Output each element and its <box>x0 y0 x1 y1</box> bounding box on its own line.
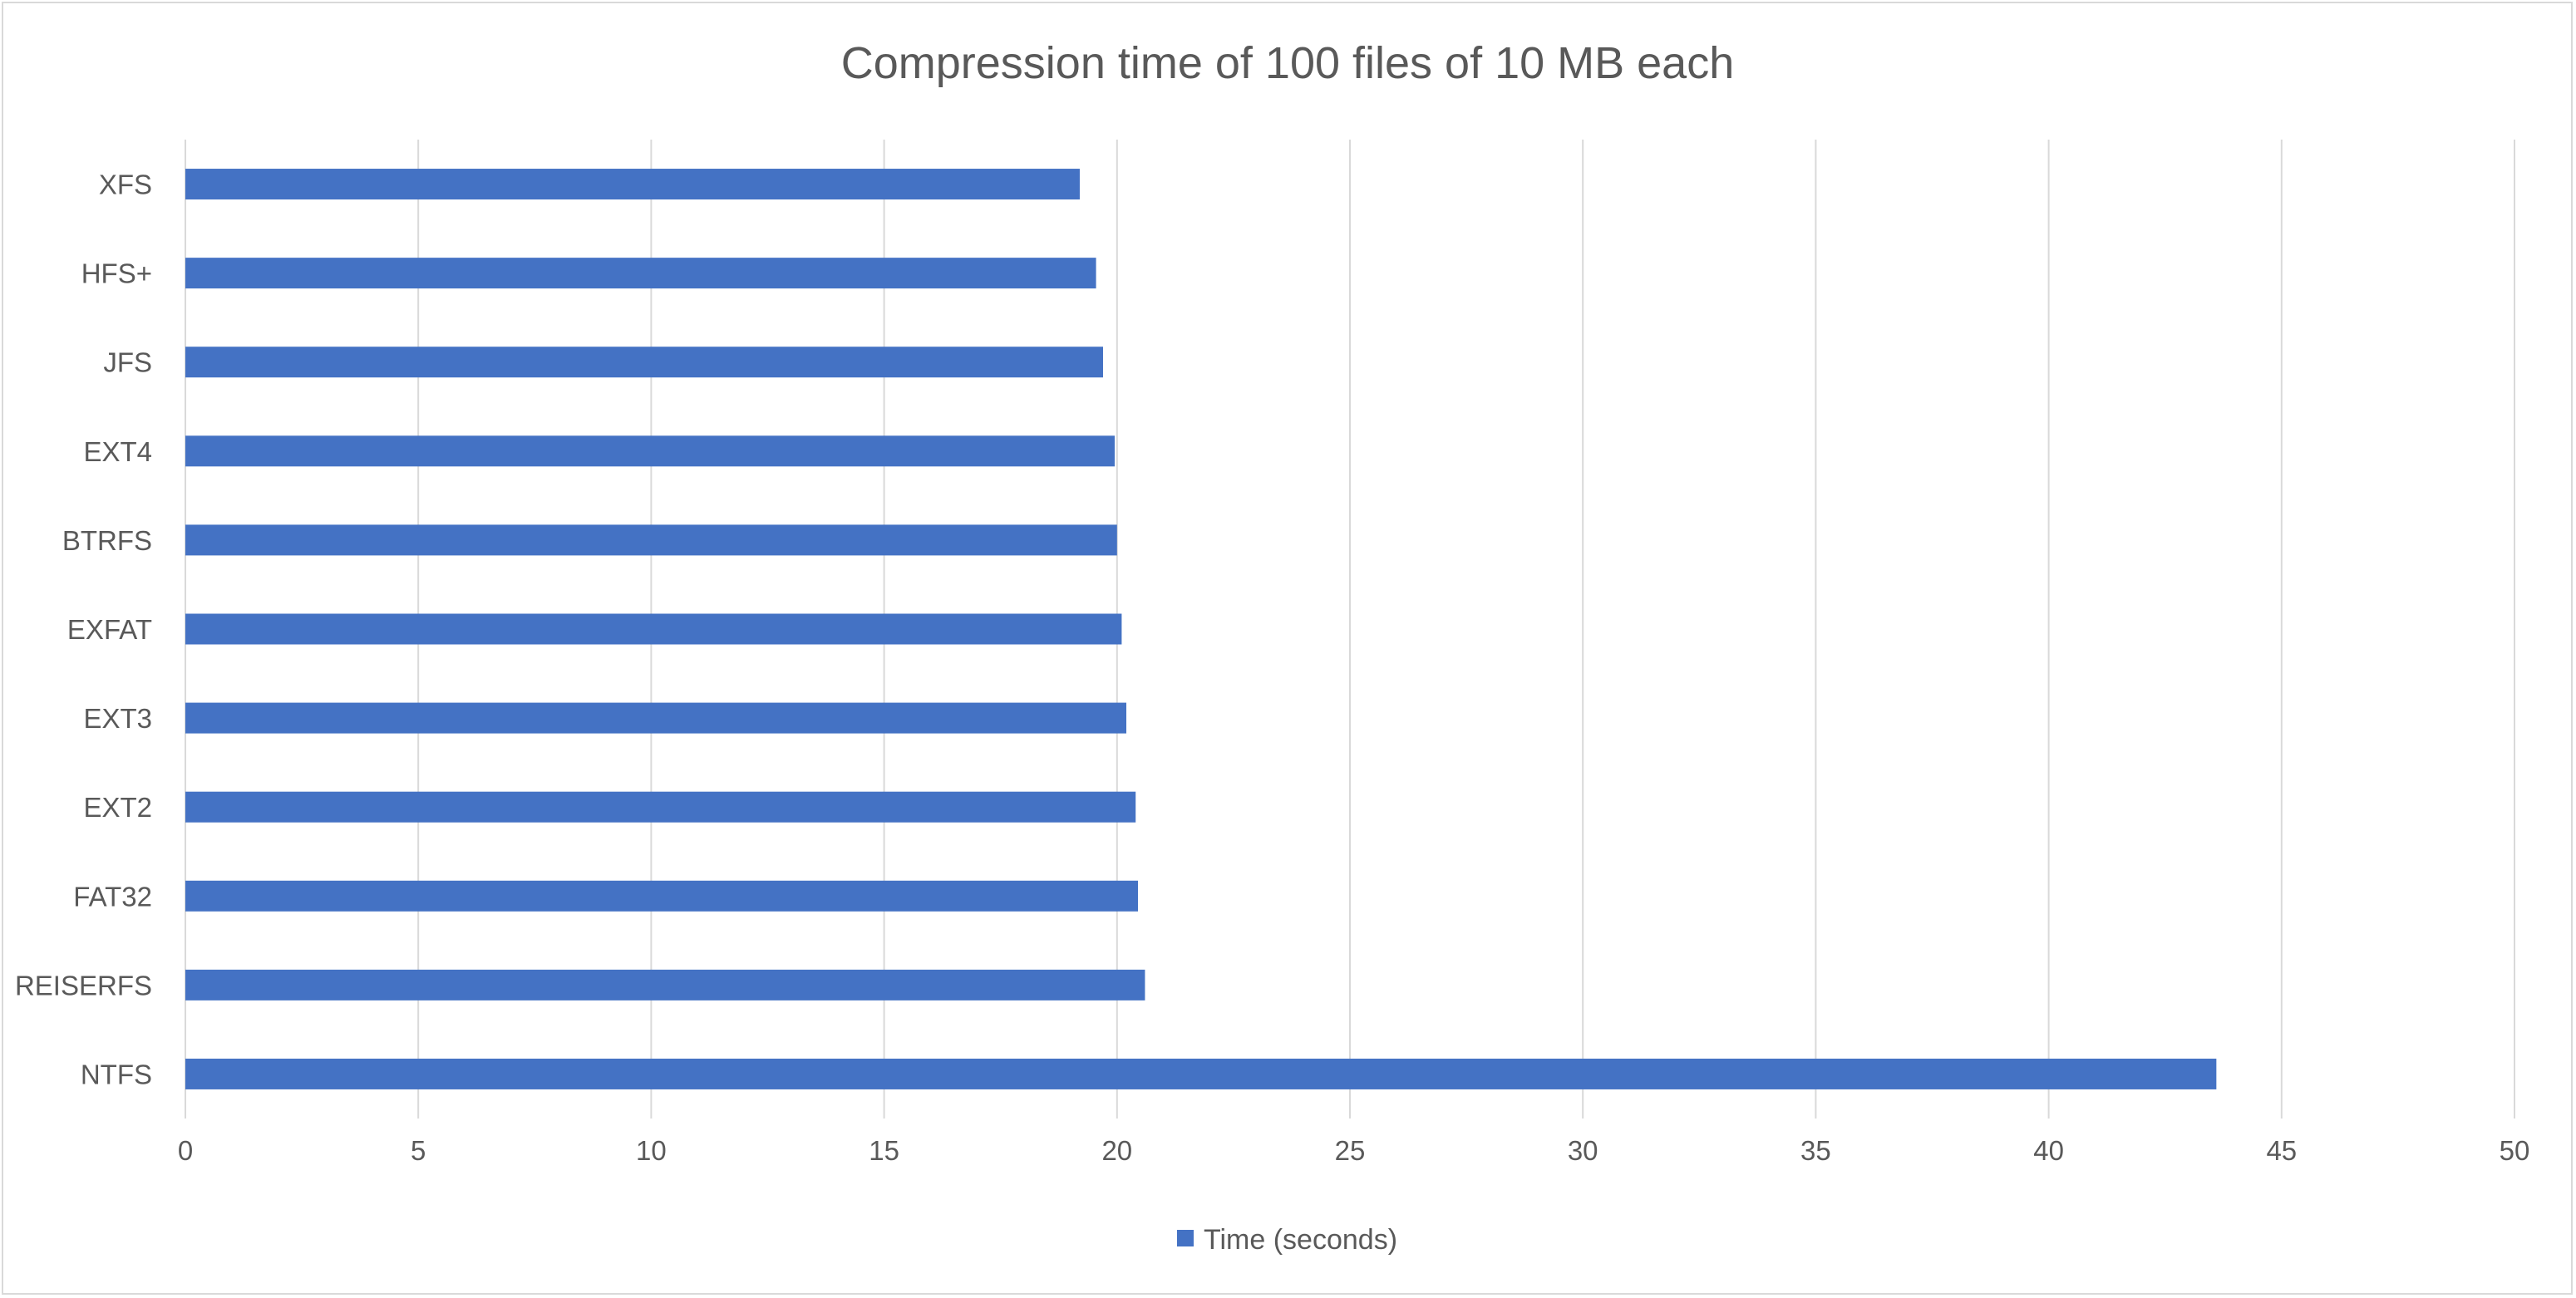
bar-fat32 <box>185 880 1139 912</box>
legend-swatch <box>1177 1230 1194 1246</box>
x-tick-label-0: 0 <box>178 1135 193 1166</box>
bar-hfs- <box>185 258 1096 289</box>
bars <box>185 169 2217 1089</box>
bar-ext4 <box>185 435 1115 467</box>
category-label-btrfs: BTRFS <box>62 525 152 556</box>
bar-ntfs <box>185 1058 2217 1089</box>
legend-label: Time (seconds) <box>1204 1224 1397 1256</box>
category-label-reiserfs: REISERFS <box>15 970 152 1001</box>
category-label-ext3: EXT3 <box>83 703 152 734</box>
category-label-jfs: JFS <box>103 347 152 378</box>
category-labels: XFS HFS+ JFS EXT4 BTRFS EXFAT EXT3 EXT2 FAT32 REI… <box>15 170 152 1090</box>
bar-reiserfs <box>185 969 1145 1001</box>
bar-exfat <box>185 613 1122 645</box>
x-tick-labels: 0 5 10 15 20 25 30 35 40 45 50 <box>178 1135 2530 1166</box>
category-label-ntfs: NTFS <box>81 1059 152 1089</box>
x-tick-label-35: 35 <box>1800 1135 1831 1166</box>
category-label-ext2: EXT2 <box>83 792 152 823</box>
x-tick-label-15: 15 <box>869 1135 899 1166</box>
chart-title: Compression time of 100 files of 10 MB e… <box>841 38 1735 88</box>
x-tick-label-50: 50 <box>2500 1135 2530 1166</box>
category-label-xfs: XFS <box>99 170 152 200</box>
x-tick-label-25: 25 <box>1335 1135 1366 1166</box>
bar-ext2 <box>185 791 1136 823</box>
x-tick-label-20: 20 <box>1101 1135 1132 1166</box>
x-tick-label-5: 5 <box>411 1135 426 1166</box>
category-label-hfs-: HFS+ <box>81 258 152 289</box>
x-tick-label-30: 30 <box>1568 1135 1598 1166</box>
x-tick-label-10: 10 <box>636 1135 667 1166</box>
bar-ext3 <box>185 702 1127 734</box>
grid-lines <box>185 140 2515 1119</box>
category-label-exfat: EXFAT <box>67 614 152 645</box>
bar-xfs <box>185 169 1080 200</box>
bar-btrfs <box>185 524 1117 556</box>
category-label-fat32: FAT32 <box>73 881 152 912</box>
bar-jfs <box>185 347 1103 378</box>
legend: Time (seconds) <box>1177 1224 1397 1256</box>
x-tick-label-45: 45 <box>2266 1135 2297 1166</box>
x-tick-label-40: 40 <box>2033 1135 2064 1166</box>
category-label-ext4: EXT4 <box>83 436 152 467</box>
